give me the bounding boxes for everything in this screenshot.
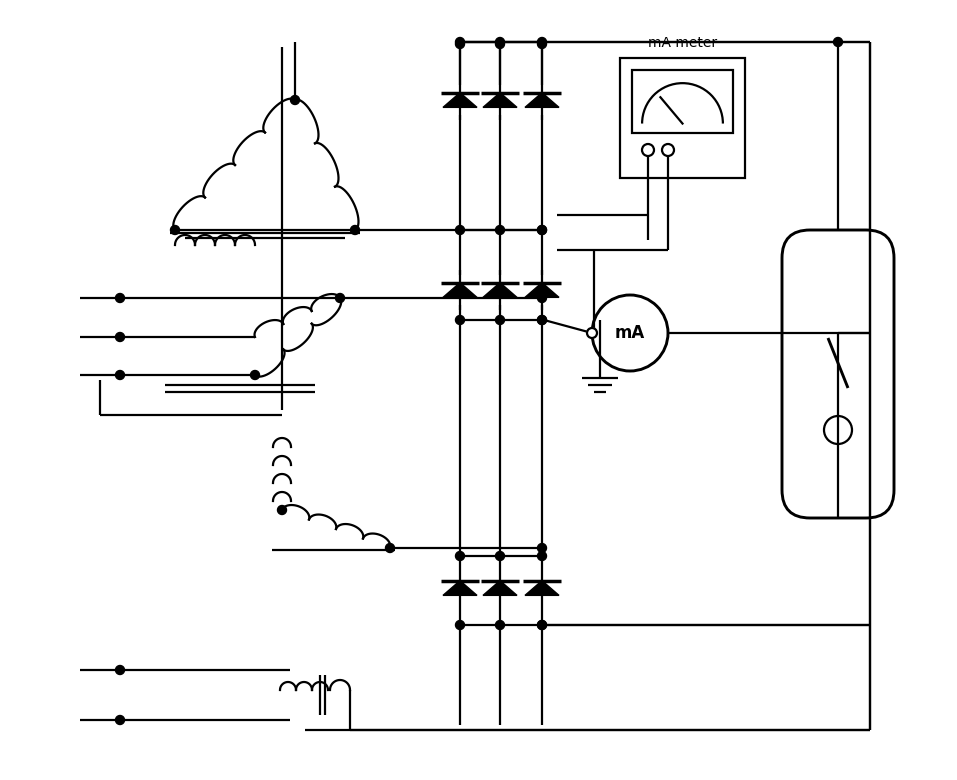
Circle shape (662, 144, 674, 156)
Polygon shape (483, 93, 517, 108)
Circle shape (538, 40, 546, 48)
Circle shape (456, 37, 464, 47)
Circle shape (834, 37, 842, 47)
Circle shape (386, 544, 394, 552)
Circle shape (538, 551, 546, 561)
Circle shape (456, 621, 464, 629)
Circle shape (116, 665, 124, 675)
Polygon shape (483, 580, 517, 595)
Polygon shape (525, 282, 559, 297)
Circle shape (116, 370, 124, 380)
Polygon shape (443, 282, 477, 297)
Circle shape (170, 225, 180, 235)
Circle shape (116, 293, 124, 303)
Polygon shape (443, 93, 477, 108)
Circle shape (496, 621, 504, 629)
Polygon shape (525, 93, 559, 108)
Circle shape (251, 370, 259, 380)
Circle shape (538, 544, 546, 552)
Circle shape (538, 315, 546, 324)
Circle shape (538, 621, 546, 629)
Bar (632, 70, 733, 133)
Circle shape (456, 315, 464, 324)
Circle shape (291, 95, 300, 105)
Circle shape (496, 225, 504, 235)
Circle shape (496, 315, 504, 324)
Polygon shape (525, 580, 559, 595)
Circle shape (336, 293, 345, 303)
Circle shape (456, 40, 464, 48)
Circle shape (538, 621, 546, 629)
Circle shape (116, 715, 124, 725)
Circle shape (538, 293, 546, 303)
Circle shape (496, 551, 504, 561)
Circle shape (456, 551, 464, 561)
Circle shape (538, 225, 546, 235)
Circle shape (456, 225, 464, 235)
Circle shape (278, 505, 286, 515)
Circle shape (538, 225, 546, 235)
Bar (620, 58, 745, 178)
Circle shape (538, 315, 546, 324)
Circle shape (538, 37, 546, 47)
Text: mA: mA (615, 324, 645, 342)
Polygon shape (443, 580, 477, 595)
Circle shape (116, 332, 124, 342)
Circle shape (496, 37, 504, 47)
Circle shape (496, 40, 504, 48)
Circle shape (350, 225, 360, 235)
Polygon shape (483, 282, 517, 297)
Circle shape (587, 328, 597, 338)
Text: mA meter: mA meter (648, 36, 717, 50)
Circle shape (642, 144, 654, 156)
